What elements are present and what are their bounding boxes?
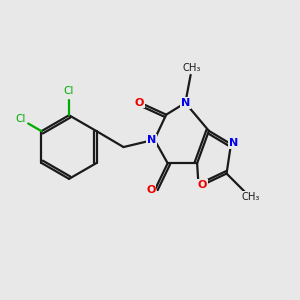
Text: CH₃: CH₃ <box>242 192 260 202</box>
Text: O: O <box>135 98 144 108</box>
Text: N: N <box>147 135 156 145</box>
Text: Cl: Cl <box>64 86 74 96</box>
Text: CH₃: CH₃ <box>183 63 201 73</box>
Text: Cl: Cl <box>15 114 26 124</box>
Text: N: N <box>229 138 238 148</box>
Text: O: O <box>146 185 156 195</box>
Text: N: N <box>181 98 190 108</box>
Text: O: O <box>197 180 207 190</box>
